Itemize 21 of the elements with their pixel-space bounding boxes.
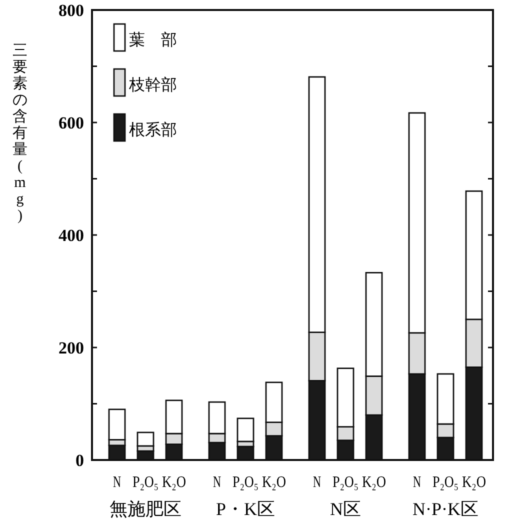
x-tick-label: N — [213, 474, 225, 491]
legend-label: 根系部 — [129, 121, 177, 139]
y-tick-label: 400 — [58, 226, 84, 245]
y-tick-label: 200 — [58, 338, 84, 358]
x-tick-label: K₂O — [262, 474, 291, 491]
x-tick-label: K₂O — [462, 474, 491, 491]
legend-label: 枝幹部 — [128, 76, 177, 94]
x-tick-label: N — [113, 474, 125, 491]
y-tick-label: 0 — [76, 451, 84, 470]
x-tick-label: K₂O — [162, 474, 191, 491]
y-tick-label: 800 — [58, 1, 84, 20]
x-tick-label: N — [413, 474, 425, 491]
text: 三要素の含有量(mg) — [12, 43, 28, 224]
x-tick-label: N — [313, 474, 325, 491]
text: P・K区 — [216, 499, 276, 519]
y-tick-label: 600 — [58, 114, 84, 132]
text: 無施肥区 — [110, 499, 182, 519]
text: N·P·K区 — [412, 499, 478, 519]
text: N区 — [330, 499, 361, 519]
x-tick-label: K₂O — [362, 474, 391, 491]
legend-label: 葉 部 — [129, 31, 177, 49]
